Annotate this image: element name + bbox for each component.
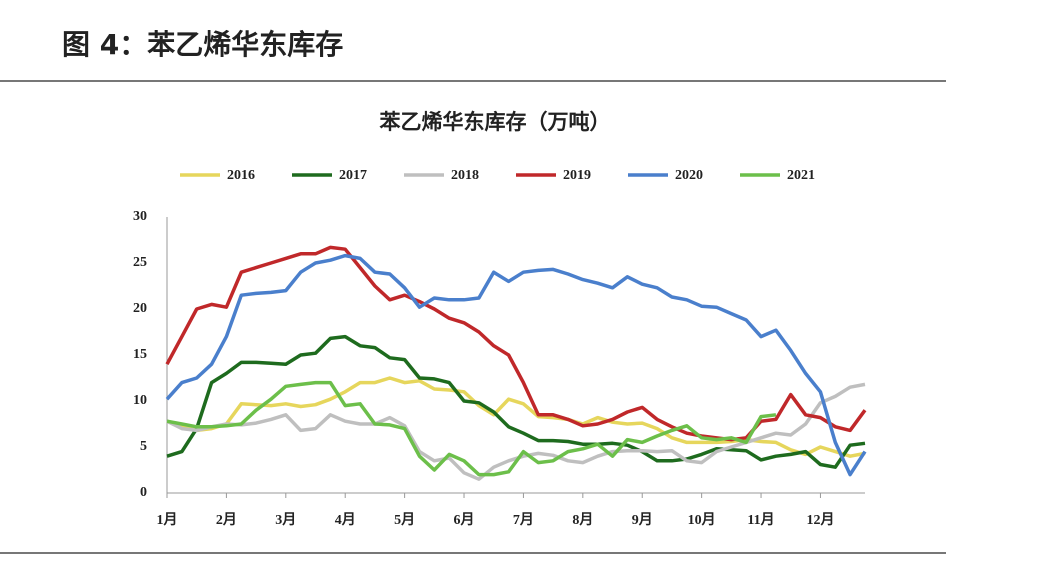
legend-label: 2017	[339, 168, 367, 183]
x-tick-label: 3月	[275, 512, 296, 528]
x-tick-label: 8月	[572, 512, 593, 528]
y-tick-label: 5	[140, 439, 147, 454]
series-line	[166, 334, 866, 469]
x-tick-label: 4月	[335, 512, 356, 528]
x-tick-label: 6月	[454, 512, 475, 528]
legend-label: 2016	[227, 168, 255, 183]
x-tick-label: 12月	[806, 512, 834, 528]
x-tick-label: 2月	[216, 512, 237, 528]
x-tick-label: 11月	[747, 512, 774, 528]
y-tick-label: 15	[133, 347, 147, 362]
y-tick-label: 10	[133, 393, 147, 408]
legend-label: 2021	[787, 168, 815, 183]
legend-label: 2018	[451, 168, 479, 183]
legend-label: 2019	[563, 168, 591, 183]
x-tick-label: 7月	[513, 512, 534, 528]
chart-title: 苯乙烯华东库存（万吨）	[379, 110, 611, 134]
y-tick-label: 25	[133, 255, 147, 270]
page-title: 图 4：苯乙烯华东库存	[62, 28, 343, 61]
y-tick-label: 20	[133, 301, 147, 316]
series-line	[165, 253, 867, 477]
legend-label: 2020	[675, 168, 703, 183]
series-line	[166, 380, 777, 477]
x-tick-label: 10月	[688, 512, 716, 528]
x-tick-label: 5月	[394, 512, 415, 528]
x-tick-label: 9月	[632, 512, 653, 528]
series-line	[166, 382, 866, 481]
y-tick-label: 30	[133, 209, 147, 224]
y-tick-label: 0	[140, 485, 147, 500]
x-tick-label: 1月	[157, 512, 178, 528]
